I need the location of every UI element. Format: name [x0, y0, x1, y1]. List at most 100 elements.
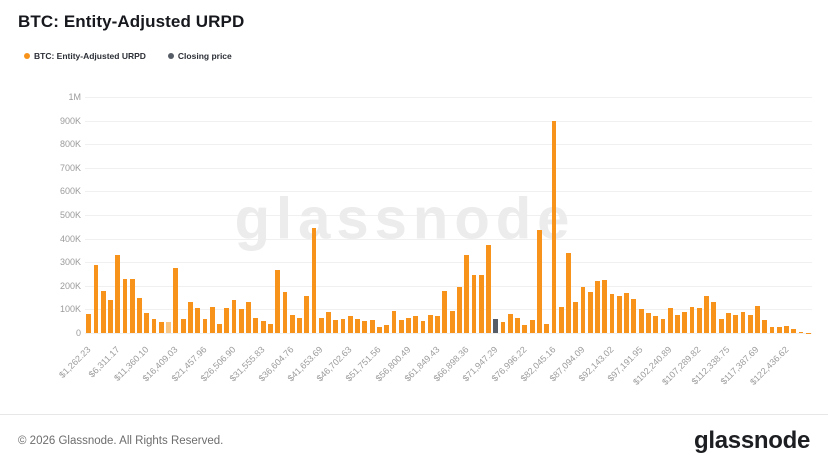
urpd-bar[interactable]	[478, 275, 484, 333]
urpd-bar[interactable]	[755, 305, 760, 333]
urpd-bar[interactable]	[711, 302, 717, 333]
urpd-bar[interactable]	[587, 291, 593, 333]
urpd-bar[interactable]	[696, 308, 702, 333]
urpd-bar[interactable]	[289, 315, 295, 333]
urpd-bar-light[interactable]	[166, 322, 171, 333]
urpd-bar[interactable]	[558, 307, 564, 333]
urpd-bar[interactable]	[522, 324, 528, 333]
urpd-bar[interactable]	[340, 318, 346, 333]
urpd-bar[interactable]	[638, 309, 644, 333]
urpd-bar[interactable]	[151, 318, 157, 333]
urpd-bar[interactable]	[689, 307, 695, 333]
urpd-bar[interactable]	[304, 296, 310, 333]
urpd-bar[interactable]	[544, 323, 550, 333]
urpd-bar[interactable]	[667, 308, 673, 333]
urpd-bar[interactable]	[406, 317, 411, 333]
urpd-bar[interactable]	[573, 302, 579, 333]
urpd-bar[interactable]	[86, 314, 92, 333]
urpd-bar[interactable]	[718, 318, 724, 333]
urpd-bar[interactable]	[260, 321, 266, 333]
urpd-bar[interactable]	[420, 321, 426, 333]
urpd-bar[interactable]	[776, 327, 782, 333]
urpd-bar[interactable]	[282, 291, 288, 333]
urpd-bar[interactable]	[398, 320, 404, 333]
urpd-bar[interactable]	[122, 278, 128, 333]
urpd-bar[interactable]	[457, 286, 462, 333]
urpd-bar[interactable]	[566, 252, 571, 333]
urpd-bar[interactable]	[115, 255, 121, 333]
urpd-bar[interactable]	[384, 324, 390, 333]
urpd-bar[interactable]	[173, 268, 179, 333]
urpd-bar[interactable]	[725, 312, 731, 333]
urpd-bar[interactable]	[740, 311, 746, 333]
urpd-bar[interactable]	[580, 286, 586, 333]
urpd-bar[interactable]	[311, 227, 317, 333]
urpd-bar[interactable]	[602, 279, 608, 333]
urpd-bar[interactable]	[595, 281, 600, 333]
urpd-bar[interactable]	[747, 315, 753, 333]
urpd-bar[interactable]	[471, 275, 477, 333]
urpd-bar[interactable]	[377, 327, 382, 333]
urpd-bar[interactable]	[609, 294, 615, 333]
urpd-bar[interactable]	[427, 315, 433, 333]
urpd-bar[interactable]	[646, 312, 651, 333]
urpd-bar[interactable]	[464, 255, 470, 333]
closing-price-bar[interactable]	[493, 318, 499, 333]
urpd-bar[interactable]	[275, 270, 281, 333]
urpd-bar[interactable]	[682, 311, 688, 333]
urpd-bar[interactable]	[660, 318, 666, 333]
urpd-bar[interactable]	[675, 315, 680, 333]
urpd-bar[interactable]	[435, 316, 440, 333]
urpd-bar[interactable]	[798, 331, 804, 333]
urpd-bar[interactable]	[631, 298, 637, 333]
urpd-bar[interactable]	[507, 314, 513, 333]
urpd-bar[interactable]	[100, 290, 106, 333]
urpd-bar[interactable]	[624, 292, 629, 333]
urpd-bar[interactable]	[137, 297, 142, 333]
urpd-bar[interactable]	[355, 318, 361, 333]
urpd-bar[interactable]	[536, 230, 542, 333]
urpd-bar[interactable]	[449, 310, 455, 333]
urpd-bar[interactable]	[704, 296, 709, 333]
urpd-bar[interactable]	[529, 320, 535, 333]
urpd-bar[interactable]	[217, 323, 222, 333]
urpd-bar[interactable]	[297, 317, 302, 333]
urpd-bar[interactable]	[238, 309, 244, 333]
urpd-bar[interactable]	[253, 317, 259, 333]
urpd-bar[interactable]	[500, 322, 506, 333]
urpd-bar[interactable]	[442, 290, 448, 333]
urpd-bar[interactable]	[231, 299, 237, 333]
urpd-bar[interactable]	[202, 318, 208, 333]
urpd-bar[interactable]	[784, 325, 789, 333]
urpd-bar[interactable]	[791, 329, 797, 333]
urpd-bar[interactable]	[108, 299, 113, 333]
urpd-bar[interactable]	[326, 311, 331, 333]
urpd-bar[interactable]	[762, 320, 768, 333]
urpd-bar[interactable]	[180, 318, 186, 333]
urpd-bar[interactable]	[144, 312, 150, 333]
legend-item-urpd[interactable]: BTC: Entity-Adjusted URPD	[24, 51, 146, 61]
urpd-bar[interactable]	[93, 264, 99, 333]
legend-item-closing-price[interactable]: Closing price	[167, 51, 232, 61]
urpd-bar[interactable]	[413, 316, 419, 333]
urpd-bar[interactable]	[515, 317, 520, 333]
urpd-bar[interactable]	[616, 296, 622, 333]
urpd-bar[interactable]	[486, 244, 491, 333]
urpd-bar[interactable]	[267, 323, 273, 333]
urpd-bar[interactable]	[209, 307, 215, 333]
urpd-bar[interactable]	[333, 320, 339, 333]
urpd-bar[interactable]	[653, 316, 659, 333]
urpd-bar[interactable]	[246, 302, 251, 333]
urpd-bar[interactable]	[188, 302, 193, 333]
urpd-bar[interactable]	[224, 308, 230, 333]
urpd-bar[interactable]	[158, 322, 164, 333]
urpd-bar[interactable]	[733, 315, 739, 333]
urpd-bar[interactable]	[391, 310, 397, 333]
urpd-bar[interactable]	[551, 120, 557, 333]
urpd-bar[interactable]	[347, 316, 353, 333]
urpd-bar[interactable]	[129, 278, 135, 333]
urpd-bar[interactable]	[369, 320, 375, 333]
urpd-bar[interactable]	[362, 321, 368, 333]
urpd-bar[interactable]	[318, 317, 324, 333]
urpd-bar[interactable]	[769, 327, 775, 333]
